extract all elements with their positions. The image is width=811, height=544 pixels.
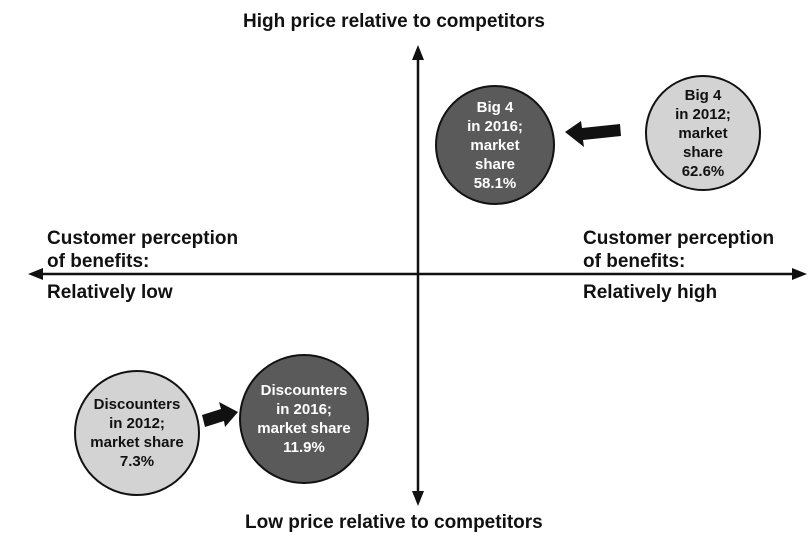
big4-2012-bubble: Big 4 in 2012; market share 62.6% xyxy=(645,75,761,191)
bubble-text: 62.6% xyxy=(681,162,725,180)
bubble-text: in 2016; xyxy=(276,401,332,418)
bubble-text: market xyxy=(470,136,520,154)
big4-2016-bubble: Big 4 in 2016; market share 58.1% xyxy=(435,85,555,205)
bubble-text: 58.1% xyxy=(473,174,517,192)
bubble-text: market share xyxy=(257,420,351,437)
bubble-text: 11.9% xyxy=(283,439,325,456)
axis-arrow-up xyxy=(412,45,424,60)
left-axis-label-line3: Relatively low xyxy=(47,282,173,303)
bubble-text: Big 4 xyxy=(476,98,514,116)
right-axis-label-line3: Relatively high xyxy=(583,282,718,303)
axis-arrow-down xyxy=(412,491,424,506)
axis-arrow-right xyxy=(792,268,807,280)
bubble-text: market xyxy=(678,124,728,142)
big4-shift-arrow xyxy=(565,121,621,147)
bubble-text: market share xyxy=(90,434,184,451)
bubble-text: in 2016; xyxy=(467,117,523,135)
bubble-text: Discounters xyxy=(260,382,348,399)
discounters-2016-bubble: Discounters in 2016; market share 11.9% xyxy=(239,354,369,484)
bubble-text: 7.3% xyxy=(119,453,155,470)
bubble-text: share xyxy=(474,155,516,173)
bubble-text: in 2012; xyxy=(109,415,165,432)
bubble-text: Big 4 xyxy=(684,86,722,104)
discounters-2012-bubble: Discounters in 2012; market share 7.3% xyxy=(74,370,200,496)
bottom-axis-label: Low price relative to competitors xyxy=(245,512,543,533)
left-axis-label-line1: Customer perception xyxy=(47,228,239,249)
axis-arrow-left xyxy=(28,268,43,280)
bubble-text: Discounters xyxy=(93,396,181,413)
bubble-text: share xyxy=(682,143,724,161)
discounters-shift-arrow xyxy=(202,402,238,427)
right-axis-label-line1: Customer perception xyxy=(583,228,775,249)
top-axis-label: High price relative to competitors xyxy=(243,11,545,32)
bubble-text: in 2012; xyxy=(675,105,731,123)
right-axis-label-line2: of benefits: xyxy=(583,251,686,272)
left-axis-label-line2: of benefits: xyxy=(47,251,150,272)
